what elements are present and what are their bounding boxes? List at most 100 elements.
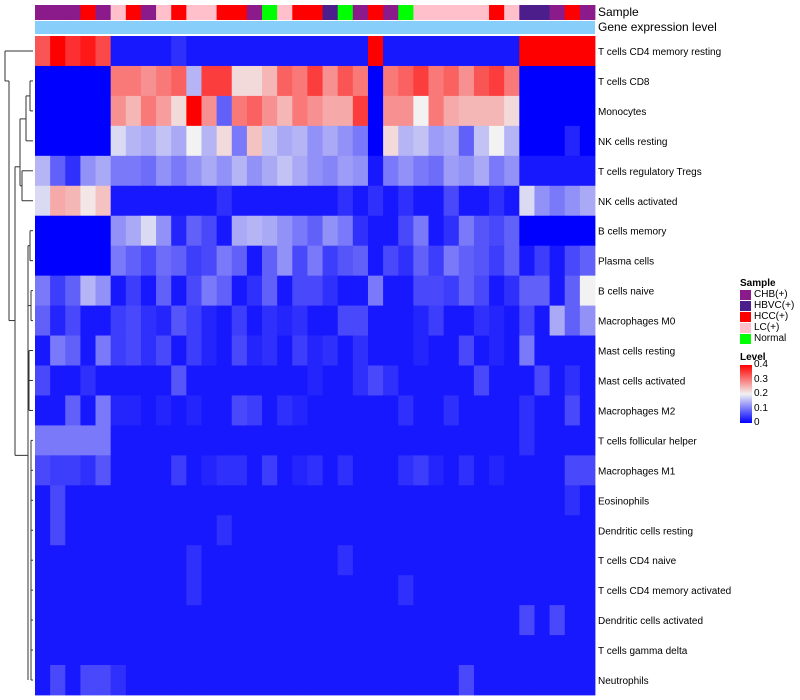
heatmap-cell — [201, 425, 218, 456]
heatmap-cell — [352, 455, 369, 486]
heatmap-cell — [216, 155, 233, 187]
heatmap-cell — [65, 425, 81, 456]
heatmap-cell — [534, 65, 550, 97]
heatmap-cell — [413, 185, 429, 217]
heatmap-cell — [65, 575, 81, 606]
heatmap-cell — [428, 455, 445, 486]
heatmap-cell — [110, 395, 127, 426]
heatmap-cell — [367, 545, 384, 576]
heatmap-cell — [277, 515, 293, 546]
heatmap-cell — [201, 185, 218, 217]
heatmap-cell — [383, 665, 399, 696]
sample-annotation-cell — [125, 5, 142, 20]
row-label: Eosinophils — [598, 496, 649, 507]
sample-annotation-cell — [171, 5, 187, 20]
heatmap-cell — [579, 36, 596, 67]
sample-legend-entry: HBVC(+) — [740, 300, 794, 311]
heatmap-cell — [413, 335, 429, 366]
sample-annotation-cell — [292, 5, 308, 20]
heatmap-cell — [95, 305, 112, 336]
heatmap-cell — [292, 215, 308, 247]
heatmap-cell — [473, 215, 490, 247]
heatmap-cell — [564, 215, 581, 247]
heatmap-cell — [352, 485, 369, 516]
heatmap-cell — [110, 245, 127, 277]
heatmap-cell — [398, 545, 414, 576]
heatmap-cell — [171, 455, 187, 486]
heatmap-cell — [443, 155, 460, 187]
heatmap-cell — [156, 365, 172, 396]
heatmap-cell — [140, 455, 157, 486]
heatmap-cell — [231, 155, 248, 187]
heatmap-cell — [519, 215, 535, 247]
heatmap-cell — [292, 575, 308, 606]
heatmap-cell — [383, 185, 399, 217]
heatmap-cell — [110, 515, 127, 546]
heatmap-cell — [156, 605, 172, 636]
heatmap-cell — [579, 305, 596, 336]
heatmap-cell — [428, 665, 445, 696]
heatmap-cell — [322, 635, 339, 666]
heatmap-cell — [579, 665, 596, 696]
row-label: Dendritic cells activated — [598, 616, 703, 627]
heatmap-cell — [246, 425, 263, 456]
heatmap-cell — [246, 575, 263, 606]
heatmap-cell — [35, 605, 51, 636]
heatmap-cell — [519, 65, 535, 97]
heatmap-cell — [352, 665, 369, 696]
column-annotations — [35, 5, 596, 34]
heatmap-cell — [367, 65, 384, 97]
heatmap-cell — [201, 635, 218, 666]
row-label: Macrophages M0 — [598, 317, 676, 328]
heatmap-cell — [307, 155, 323, 187]
heatmap-cell — [549, 36, 566, 67]
heatmap-cell — [277, 215, 293, 247]
heatmap-cell — [534, 545, 550, 576]
heatmap-cell — [443, 605, 460, 636]
heatmap-cell — [473, 545, 490, 576]
heatmap-cell — [398, 36, 414, 67]
heatmap-cell — [95, 65, 112, 97]
sample-annotation-cell — [473, 5, 490, 20]
heatmap-cell — [473, 125, 490, 157]
heatmap-cell — [564, 125, 581, 157]
heatmap-cell — [337, 455, 354, 486]
heatmap-cell — [95, 605, 112, 636]
heatmap-cell — [216, 65, 233, 97]
heatmap-cell — [519, 665, 535, 696]
heatmap-cell — [216, 335, 233, 366]
heatmap-cell — [246, 455, 263, 486]
heatmap-cell — [428, 605, 445, 636]
heatmap-cell — [95, 125, 112, 157]
heatmap-cell — [398, 665, 414, 696]
heatmap-cell — [110, 425, 127, 456]
heatmap-cell — [186, 245, 202, 277]
heatmap-cell — [549, 455, 566, 486]
heatmap-cell — [534, 515, 550, 546]
heatmap-cell — [504, 95, 520, 127]
heatmap-cell — [352, 515, 369, 546]
heatmap-cell — [307, 545, 323, 576]
heatmap-cell — [549, 335, 566, 366]
heatmap-cell — [186, 95, 202, 127]
heatmap-cell — [383, 545, 399, 576]
heatmap-cell — [534, 365, 550, 396]
heatmap-cell — [186, 665, 202, 696]
heatmap-cell — [307, 515, 323, 546]
heatmap-cell — [428, 155, 445, 187]
row-label: NK cells resting — [598, 137, 667, 148]
heatmap-cell — [140, 395, 157, 426]
heatmap-cell — [473, 95, 490, 127]
heatmap-cell — [35, 635, 51, 666]
heatmap-cell — [413, 665, 429, 696]
heatmap-cell — [110, 125, 127, 157]
heatmap-cell — [125, 185, 142, 217]
sample-legend-swatch — [740, 300, 751, 311]
sample-legend-swatch — [740, 311, 751, 322]
heatmap-cell — [398, 455, 414, 486]
heatmap-cell — [262, 545, 278, 576]
heatmap-cell — [262, 365, 278, 396]
heatmap-cell — [95, 365, 112, 396]
heatmap-cell — [262, 95, 278, 127]
heatmap-cell — [322, 365, 339, 396]
